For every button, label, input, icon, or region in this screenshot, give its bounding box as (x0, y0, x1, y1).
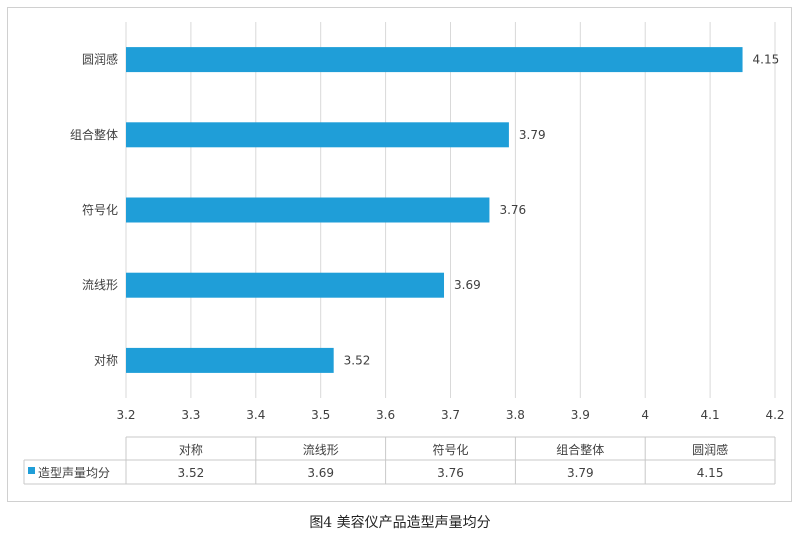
x-tick-label: 4.2 (765, 408, 784, 422)
x-tick-label: 3.3 (181, 408, 200, 422)
table-value-cell: 4.15 (697, 466, 724, 480)
data-label: 3.52 (344, 353, 371, 367)
y-category-label: 符号化 (82, 202, 118, 217)
table-header-cell: 圆润感 (692, 442, 728, 457)
x-tick-label: 3.9 (571, 408, 590, 422)
data-label: 3.69 (454, 278, 481, 292)
bar (126, 197, 490, 223)
legend-label: 造型声量均分 (38, 466, 110, 480)
x-tick-label: 4 (641, 408, 649, 422)
chart-frame (7, 7, 792, 502)
y-category-label: 圆润感 (82, 52, 118, 67)
table-header-cell: 对称 (179, 443, 203, 457)
x-tick-label: 3.4 (246, 408, 265, 422)
y-category-label: 流线形 (82, 278, 118, 292)
data-label: 3.79 (519, 128, 546, 142)
table-header-cell: 符号化 (432, 442, 468, 457)
bar (126, 272, 445, 298)
table-value-cell: 3.79 (567, 466, 594, 480)
x-tick-label: 4.1 (701, 408, 720, 422)
data-label: 3.76 (499, 203, 526, 217)
bar (126, 122, 509, 148)
y-category-label: 对称 (94, 353, 118, 367)
legend-swatch (28, 467, 35, 474)
table-header-cell: 组合整体 (556, 442, 604, 457)
x-tick-label: 3.2 (116, 408, 135, 422)
x-tick-label: 3.7 (441, 408, 460, 422)
table-header-cell: 流线形 (303, 443, 339, 457)
figure-caption: 图4 美容仪产品造型声量均分 (309, 515, 491, 531)
x-tick-label: 3.6 (376, 408, 395, 422)
x-tick-label: 3.5 (311, 408, 330, 422)
table-value-cell: 3.52 (178, 466, 205, 480)
data-label: 4.15 (753, 53, 780, 67)
x-tick-label: 3.8 (506, 408, 525, 422)
y-category-label: 组合整体 (70, 127, 118, 142)
table-value-cell: 3.69 (307, 466, 334, 480)
table-value-cell: 3.76 (437, 466, 464, 480)
bar (126, 347, 334, 373)
bar (126, 47, 743, 73)
